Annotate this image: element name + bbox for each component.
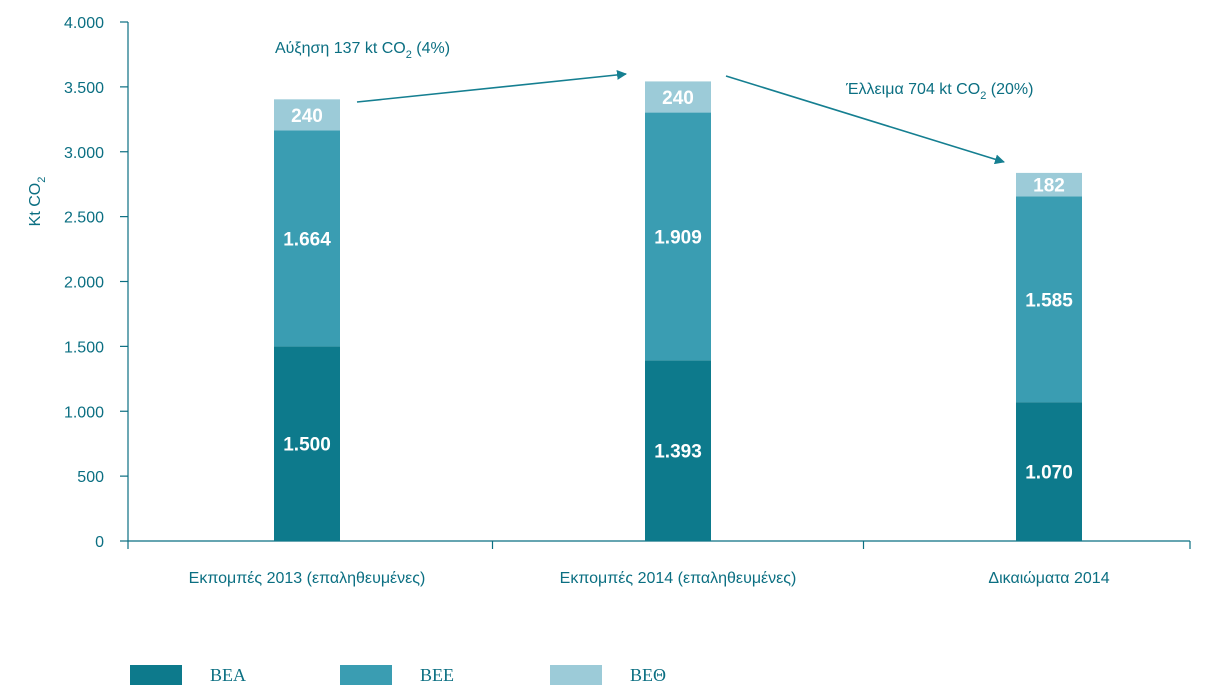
legend-label: ΒΕΕ	[420, 665, 454, 685]
y-axis-label: Kt CO2	[27, 177, 48, 227]
legend-label: ΒΕΑ	[210, 665, 246, 685]
bar-value-label: 182	[1033, 176, 1065, 197]
bar-value-label: 240	[662, 88, 694, 109]
legend-swatch-ΒΕΑ	[130, 665, 182, 685]
bar-segment-ΒΕΑ	[1016, 402, 1082, 541]
deficit-annotation: Έλλειμα 704 kt CO2 (20%)	[845, 81, 1033, 102]
y-tick-label: 2.000	[64, 275, 104, 292]
bar-segment-ΒΕΑ	[274, 346, 340, 541]
bar-segment-ΒΕΘ	[1016, 172, 1082, 197]
bar-segment-ΒΕΘ	[274, 99, 340, 131]
bar-value-label: 1.070	[1025, 463, 1073, 484]
legend-swatch-ΒΕΕ	[340, 665, 392, 685]
bar-value-label: 240	[291, 106, 323, 127]
bar-segment-ΒΕΘ	[645, 81, 711, 113]
bar-value-label: 1.500	[283, 435, 331, 456]
increase-arrow	[356, 69, 627, 103]
bar-value-label: 1.664	[283, 229, 331, 250]
bar-segment-ΒΕΕ	[1016, 196, 1082, 403]
y-tick-label: 0	[95, 534, 104, 551]
x-category-label: Δικαιώματα 2014	[988, 570, 1109, 587]
bar-value-label: 1.585	[1025, 290, 1073, 311]
y-tick-label: 2.500	[64, 210, 104, 227]
bar-value-label: 1.909	[654, 227, 702, 248]
y-tick-label: 1.500	[64, 339, 104, 356]
y-tick-label: 3.500	[64, 80, 104, 97]
increase-annotation: Αύξηση 137 kt CO2 (4%)	[275, 40, 450, 61]
legend-label: ΒΕΘ	[630, 665, 666, 685]
y-tick-label: 4.000	[64, 15, 104, 32]
bar-value-label: 1.393	[654, 442, 702, 463]
bar-segment-ΒΕΕ	[274, 130, 340, 347]
bar-segment-ΒΕΑ	[645, 360, 711, 541]
y-tick-label: 3.000	[64, 145, 104, 162]
bar-segment-ΒΕΕ	[645, 112, 711, 361]
y-tick-label: 1.000	[64, 404, 104, 421]
legend-swatch-ΒΕΘ	[550, 665, 602, 685]
deficit-arrow	[725, 75, 1005, 165]
x-category-label: Εκπομπές 2014 (επαληθευμένες)	[560, 570, 797, 587]
x-category-label: Εκπομπές 2013 (επαληθευμένες)	[189, 570, 426, 587]
y-tick-label: 500	[77, 469, 104, 486]
